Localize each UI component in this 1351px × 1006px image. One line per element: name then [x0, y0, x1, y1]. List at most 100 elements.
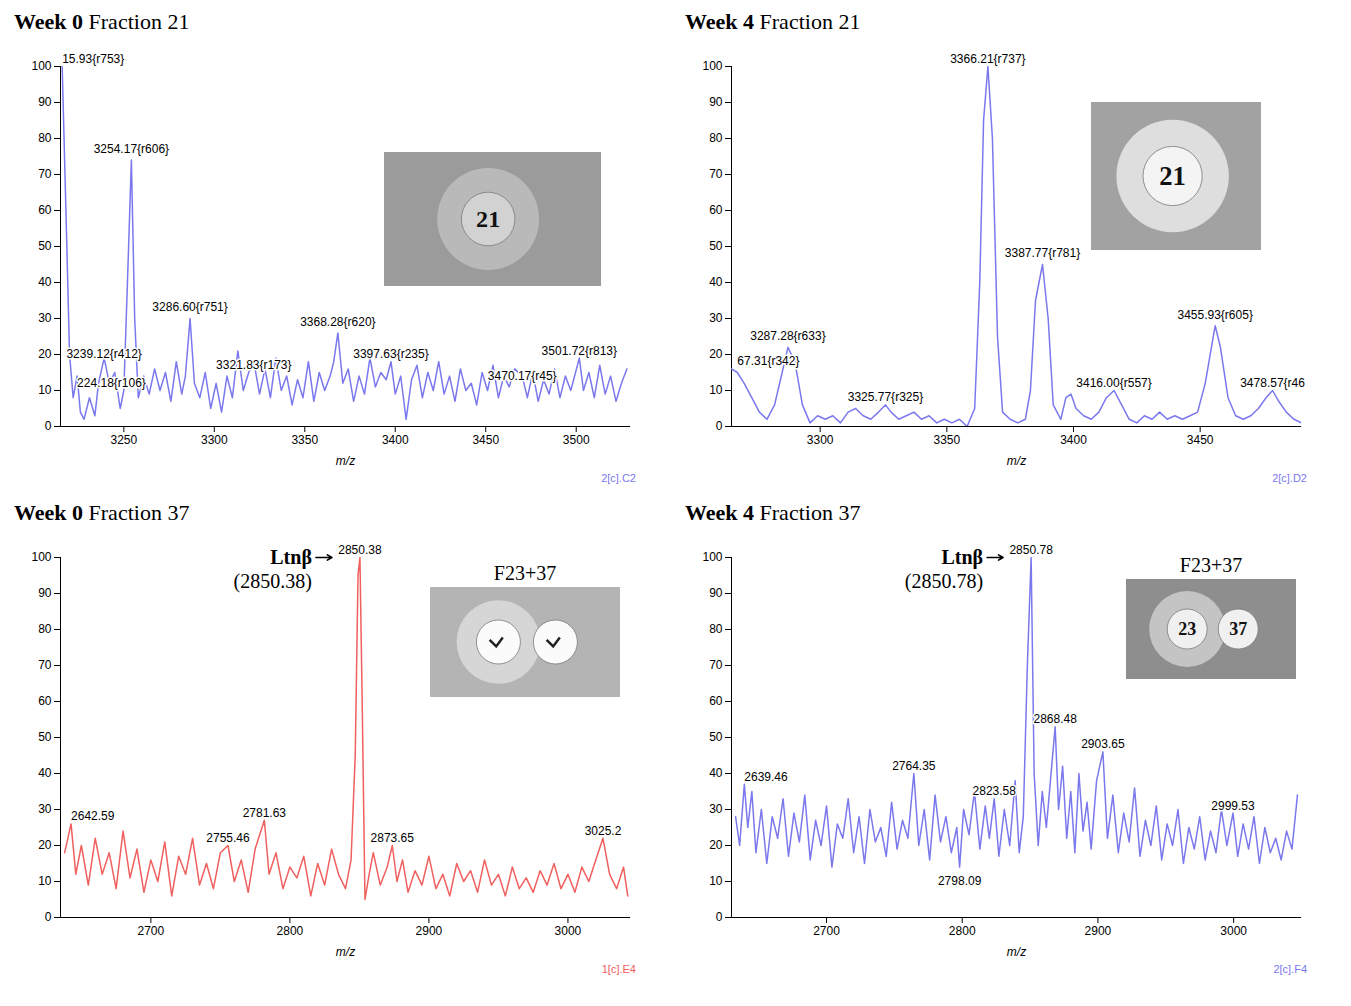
svg-text:(2850.38): (2850.38): [234, 570, 312, 593]
svg-text:40: 40: [709, 766, 723, 780]
svg-text:0: 0: [45, 910, 52, 924]
svg-text:30: 30: [709, 802, 723, 816]
svg-text:2868.48: 2868.48: [1033, 712, 1077, 726]
svg-text:3470.17{r45}: 3470.17{r45}: [488, 369, 557, 383]
svg-text:30: 30: [38, 802, 52, 816]
svg-text:3387.77{r781}: 3387.77{r781}: [1005, 246, 1080, 260]
svg-text:2903.65: 2903.65: [1081, 737, 1125, 751]
svg-text:3325.77{r325}: 3325.77{r325}: [848, 390, 923, 404]
svg-text:3397.63{r235}: 3397.63{r235}: [353, 347, 428, 361]
svg-text:2755.46: 2755.46: [206, 831, 250, 845]
svg-text:80: 80: [38, 622, 52, 636]
svg-text:2900: 2900: [416, 924, 443, 938]
svg-text:2900: 2900: [1085, 924, 1112, 938]
svg-text:10: 10: [709, 874, 723, 888]
svg-text:2823.58: 2823.58: [973, 784, 1017, 798]
svg-text:60: 60: [38, 203, 52, 217]
svg-text:80: 80: [38, 131, 52, 145]
svg-text:50: 50: [709, 730, 723, 744]
svg-text:3300: 3300: [201, 433, 228, 447]
svg-text:60: 60: [709, 694, 723, 708]
svg-text:3350: 3350: [933, 433, 960, 447]
svg-text:3450: 3450: [1187, 433, 1214, 447]
svg-text:(2850.78): (2850.78): [905, 570, 983, 593]
svg-text:15.93{r753}: 15.93{r753}: [62, 52, 124, 66]
svg-text:21: 21: [476, 206, 500, 232]
svg-text:3286.60{r751}: 3286.60{r751}: [152, 300, 227, 314]
svg-text:m/z: m/z: [336, 945, 355, 959]
svg-text:2642.59: 2642.59: [71, 809, 115, 823]
svg-text:3321.83{r173}: 3321.83{r173}: [216, 358, 291, 372]
svg-text:2800: 2800: [949, 924, 976, 938]
svg-text:60: 60: [38, 694, 52, 708]
svg-text:20: 20: [709, 838, 723, 852]
svg-text:3501.72{r813}: 3501.72{r813}: [542, 344, 617, 358]
svg-text:50: 50: [38, 239, 52, 253]
svg-text:50: 50: [709, 239, 723, 253]
svg-text:3000: 3000: [555, 924, 582, 938]
svg-text:3000: 3000: [1220, 924, 1247, 938]
svg-text:30: 30: [38, 311, 52, 325]
svg-text:90: 90: [709, 95, 723, 109]
svg-text:3416.00{r557}: 3416.00{r557}: [1076, 376, 1151, 390]
svg-text:0: 0: [716, 419, 723, 433]
svg-text:2800: 2800: [277, 924, 304, 938]
svg-text:70: 70: [38, 658, 52, 672]
svg-text:70: 70: [709, 167, 723, 181]
svg-text:0: 0: [45, 419, 52, 433]
svg-text:70: 70: [709, 658, 723, 672]
svg-text:3300: 3300: [807, 433, 834, 447]
svg-text:80: 80: [709, 131, 723, 145]
svg-text:m/z: m/z: [1007, 945, 1026, 959]
svg-text:100: 100: [31, 550, 51, 564]
svg-text:30: 30: [709, 311, 723, 325]
svg-text:50: 50: [38, 730, 52, 744]
svg-text:Ltnβ: Ltnβ: [270, 546, 312, 569]
svg-text:100: 100: [702, 550, 722, 564]
svg-text:2850.78: 2850.78: [1009, 543, 1053, 557]
svg-text:10: 10: [709, 383, 723, 397]
svg-text:37: 37: [1229, 619, 1247, 639]
svg-text:10: 10: [38, 874, 52, 888]
svg-text:23: 23: [1178, 619, 1196, 639]
svg-text:2798.09: 2798.09: [938, 874, 982, 888]
svg-text:90: 90: [38, 586, 52, 600]
svg-text:3366.21{r737}: 3366.21{r737}: [950, 52, 1025, 66]
svg-text:20: 20: [38, 347, 52, 361]
svg-text:21: 21: [1159, 161, 1186, 191]
svg-text:3455.93{r605}: 3455.93{r605}: [1177, 308, 1252, 322]
svg-text:3239.12{r412}: 3239.12{r412}: [66, 347, 141, 361]
svg-text:20: 20: [38, 838, 52, 852]
svg-text:2850.38: 2850.38: [338, 543, 382, 557]
svg-text:0: 0: [716, 910, 723, 924]
svg-text:Ltnβ: Ltnβ: [941, 546, 983, 569]
svg-text:3254.17{r606}: 3254.17{r606}: [94, 142, 169, 156]
svg-text:224.18{r106}: 224.18{r106}: [77, 376, 146, 390]
svg-text:20: 20: [709, 347, 723, 361]
svg-text:2639.46: 2639.46: [744, 770, 788, 784]
svg-text:40: 40: [38, 275, 52, 289]
svg-text:2764.35: 2764.35: [892, 759, 936, 773]
svg-text:2781.63: 2781.63: [243, 806, 287, 820]
svg-text:2700: 2700: [813, 924, 840, 938]
svg-text:10: 10: [38, 383, 52, 397]
svg-text:90: 90: [709, 586, 723, 600]
svg-text:3478.57{r46: 3478.57{r46: [1240, 376, 1305, 390]
svg-text:m/z: m/z: [1007, 454, 1026, 468]
svg-text:70: 70: [38, 167, 52, 181]
svg-text:2999.53: 2999.53: [1211, 799, 1255, 813]
svg-text:3450: 3450: [472, 433, 499, 447]
svg-text:3400: 3400: [382, 433, 409, 447]
svg-text:3287.28{r633}: 3287.28{r633}: [750, 329, 825, 343]
svg-text:90: 90: [38, 95, 52, 109]
svg-text:2873.65: 2873.65: [371, 831, 415, 845]
svg-text:m/z: m/z: [336, 454, 355, 468]
svg-text:3025.2: 3025.2: [585, 824, 622, 838]
svg-text:40: 40: [38, 766, 52, 780]
svg-text:3350: 3350: [291, 433, 318, 447]
svg-text:60: 60: [709, 203, 723, 217]
svg-text:3400: 3400: [1060, 433, 1087, 447]
svg-text:67.31{r342}: 67.31{r342}: [737, 354, 799, 368]
svg-text:3368.28{r620}: 3368.28{r620}: [300, 315, 375, 329]
svg-text:2700: 2700: [138, 924, 165, 938]
